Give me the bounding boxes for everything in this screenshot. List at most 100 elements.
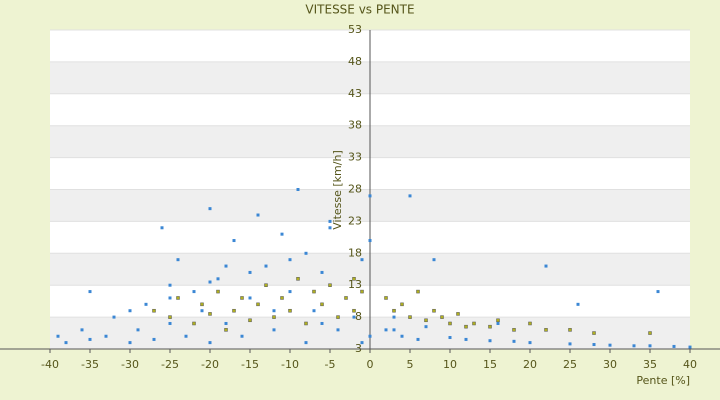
chart-title: VITESSE vs PENTE (305, 3, 414, 17)
point (392, 308, 396, 313)
point (528, 321, 532, 326)
x-tick-label: 10 (443, 358, 457, 371)
point (408, 315, 412, 319)
point (232, 239, 236, 243)
point (544, 328, 548, 332)
point (320, 321, 324, 325)
point (672, 344, 676, 348)
x-tick-label: 35 (643, 358, 657, 371)
x-tick-label: -20 (201, 358, 219, 371)
point (328, 219, 332, 223)
point (328, 283, 332, 287)
point (80, 328, 84, 332)
point (144, 302, 148, 306)
point (400, 302, 404, 307)
x-tick-label: 25 (563, 358, 577, 371)
x-tick-label: -25 (161, 358, 179, 371)
point (272, 328, 276, 332)
point (496, 318, 500, 323)
point (176, 258, 180, 262)
point (128, 309, 132, 313)
x-tick-label: 15 (483, 358, 497, 371)
x-axis-label: Pente [%] (636, 374, 690, 387)
y-tick-label: 53 (348, 23, 362, 36)
point (104, 334, 108, 338)
point (424, 325, 428, 329)
point (224, 328, 228, 332)
point (528, 341, 532, 345)
point (240, 334, 244, 338)
point (488, 324, 492, 329)
point (288, 308, 292, 313)
x-tick-label: 5 (407, 358, 414, 371)
point (200, 309, 204, 313)
point (408, 194, 412, 198)
y-tick-label: 43 (348, 87, 362, 100)
point (296, 277, 300, 281)
point (440, 315, 444, 319)
point (224, 264, 228, 268)
point (208, 280, 212, 284)
point (296, 188, 300, 191)
point (208, 341, 212, 345)
point (336, 315, 340, 319)
x-tick-label: 0 (367, 358, 374, 371)
point (280, 296, 284, 300)
point (576, 302, 580, 306)
y-tick-label: 13 (348, 278, 362, 291)
point (168, 283, 172, 287)
point (240, 296, 244, 300)
point (216, 277, 220, 281)
point (56, 334, 60, 338)
point (160, 226, 164, 230)
point (472, 321, 476, 326)
point (344, 296, 348, 300)
point (448, 321, 452, 326)
point (88, 290, 92, 294)
y-tick-label: 23 (348, 214, 362, 227)
point (64, 341, 68, 345)
point (512, 328, 516, 332)
point (272, 309, 276, 313)
point (336, 328, 340, 332)
x-tick-label: -10 (281, 358, 299, 371)
point (368, 194, 372, 198)
point (184, 334, 188, 338)
point (352, 277, 356, 281)
point (464, 337, 468, 341)
point (512, 339, 516, 343)
point (608, 343, 612, 347)
point (320, 302, 324, 307)
point (392, 315, 396, 319)
point (328, 226, 332, 230)
y-tick-label: 28 (348, 183, 362, 196)
x-tick-label: 20 (523, 358, 537, 371)
point (384, 328, 388, 332)
point (360, 341, 364, 345)
point (648, 331, 652, 335)
point (432, 258, 436, 262)
point (352, 308, 356, 313)
point (368, 334, 372, 338)
point (368, 239, 372, 243)
point (280, 232, 284, 236)
point (592, 331, 596, 335)
point (248, 270, 252, 274)
point (432, 308, 436, 313)
point (208, 312, 212, 316)
point (224, 321, 228, 325)
point (400, 334, 404, 338)
x-tick-label: 30 (603, 358, 617, 371)
point (648, 344, 652, 348)
point (416, 337, 420, 341)
point (312, 289, 316, 294)
point (496, 321, 500, 325)
y-tick-label: 8 (355, 310, 362, 323)
point (320, 270, 324, 274)
point (424, 318, 428, 323)
point (168, 321, 172, 325)
point (168, 315, 172, 319)
point (248, 296, 252, 300)
point (632, 344, 636, 348)
point (456, 312, 460, 316)
